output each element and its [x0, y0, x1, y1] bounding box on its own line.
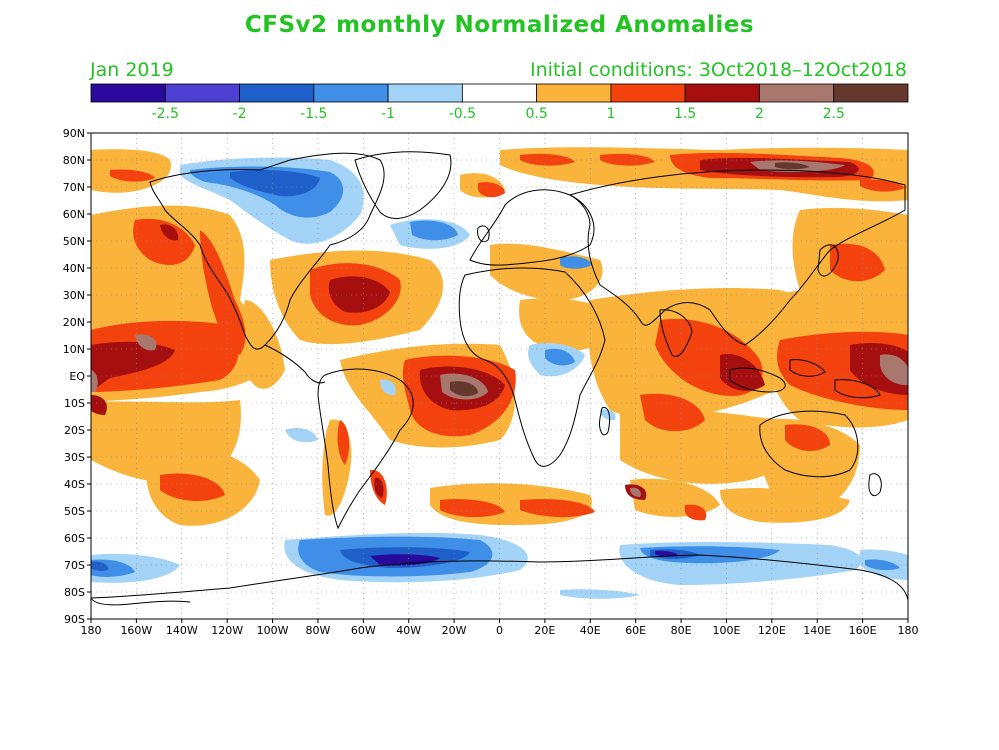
lat-label: 60S — [64, 532, 85, 545]
lon-label: 60W — [351, 624, 376, 637]
colorbar-label: 1 — [606, 106, 615, 122]
lon-label: 100E — [712, 624, 740, 637]
colorbar-swatch — [536, 83, 612, 103]
colorbar-swatch — [239, 83, 315, 103]
lat-label: 10N — [63, 343, 85, 356]
lat-label: 10S — [64, 397, 85, 410]
longitude-axis: 180 160W 140W 120W 100W 80W 60W 40W 20W 0 20E 40E 60… — [81, 619, 919, 637]
lon-label: 100W — [257, 624, 289, 637]
colorbar-swatch — [684, 83, 760, 103]
lon-label: 40W — [396, 624, 421, 637]
lat-label: 50S — [64, 505, 85, 518]
lat-label: 60N — [63, 208, 85, 221]
lat-label: 40N — [63, 262, 85, 275]
lon-label: 160E — [849, 624, 877, 637]
lat-label: 90N — [63, 127, 85, 140]
lon-label: 20E — [534, 624, 555, 637]
colorbar-label: -2 — [233, 106, 247, 122]
colorbar-label: 2.5 — [823, 106, 845, 122]
colorbar-swatch — [833, 83, 909, 103]
lat-label: 80S — [64, 586, 85, 599]
lat-label: 30S — [64, 451, 85, 464]
colorbar-label: 0.5 — [526, 106, 548, 122]
lon-label: 80E — [671, 624, 692, 637]
colorbar-label: 1.5 — [674, 106, 696, 122]
colorbar: -2.5 -2 -1.5 -1 -0.5 0.5 1 1.5 2 2.5 — [90, 83, 909, 122]
lat-label: 80N — [63, 154, 85, 167]
lon-label: 120E — [758, 624, 786, 637]
lon-label: 120W — [211, 624, 243, 637]
map-title: CFSv2 monthly Normalized Anomalies — [244, 12, 755, 38]
colorbar-swatch — [610, 83, 686, 103]
colorbar-label: -2.5 — [152, 106, 179, 122]
lat-label: 50N — [63, 235, 85, 248]
lon-label: 0 — [496, 624, 503, 637]
latitude-axis: 90N 80N 70N 60N 50N 40N 30N 20N 10N EQ 10S 20S 30S 40… — [63, 127, 91, 626]
colorbar-swatch — [461, 83, 538, 103]
lon-label: 180 — [898, 624, 919, 637]
colorbar-swatch — [90, 83, 166, 103]
lat-label: 20N — [63, 316, 85, 329]
colorbar-label: -0.5 — [449, 106, 476, 122]
colorbar-swatch — [759, 83, 835, 103]
lat-label: 70S — [64, 559, 85, 572]
colorbar-swatch — [313, 83, 389, 103]
lat-label: 90S — [64, 613, 85, 626]
lon-label: 40E — [580, 624, 601, 637]
lon-label: 180 — [81, 624, 102, 637]
lon-label: 160W — [120, 624, 152, 637]
lat-label: 30N — [63, 289, 85, 302]
colorbar-swatch — [387, 83, 463, 103]
colorbar-swatch — [164, 83, 240, 103]
lon-label: 60E — [625, 624, 646, 637]
lon-label: 80W — [306, 624, 331, 637]
coastlines — [91, 151, 908, 606]
colorbar-label: -1 — [381, 106, 395, 122]
lon-label: 20W — [442, 624, 467, 637]
colorbar-label: -1.5 — [300, 106, 327, 122]
initial-conditions-label: Initial conditions: 3Oct2018–12Oct2018 — [530, 59, 907, 81]
lon-label: 140W — [166, 624, 198, 637]
valid-month-label: Jan 2019 — [90, 59, 174, 81]
lat-label: 40S — [64, 478, 85, 491]
lat-label: EQ — [69, 370, 85, 383]
warm-anomaly-darkbrown — [450, 162, 810, 397]
map-gridlines — [91, 133, 908, 619]
lat-label: 20S — [64, 424, 85, 437]
map-panel — [91, 133, 908, 619]
colorbar-label: 2 — [755, 106, 764, 122]
lat-label: 70N — [63, 181, 85, 194]
lon-label: 140E — [803, 624, 831, 637]
